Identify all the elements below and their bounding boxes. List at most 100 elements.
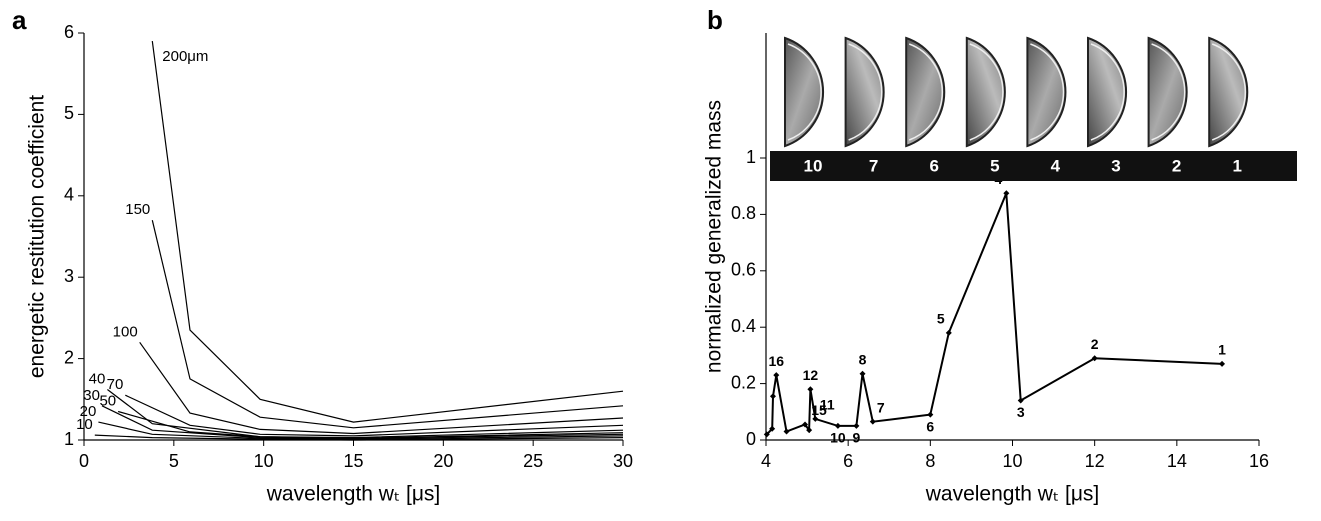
line: [139, 341, 624, 435]
marker: [769, 425, 776, 432]
mode-number: 5: [990, 156, 999, 175]
mode-shape-rim: [969, 43, 1004, 141]
y-tick-label: 0: [746, 429, 756, 449]
marker: [763, 431, 770, 438]
point-label: 7: [877, 399, 885, 415]
mode-shape-rim: [787, 43, 822, 141]
marker: [783, 428, 790, 435]
y-tick-label: 1: [746, 147, 756, 167]
line: [98, 421, 624, 440]
x-tick-label: 16: [1249, 451, 1269, 471]
y-tick-label: 0.6: [731, 260, 756, 280]
point-label: 12: [803, 367, 819, 383]
point-label: 16: [768, 353, 784, 369]
y-tick-label: 1: [64, 429, 74, 449]
mode-strip: [770, 151, 1297, 181]
mode-shape-rim: [848, 43, 883, 141]
marker: [806, 427, 813, 434]
line: [766, 192, 1223, 436]
x-tick-label: 4: [761, 451, 771, 471]
y-axis-label: energetic restitution coefficient: [26, 95, 49, 378]
marker: [1091, 355, 1098, 362]
x-tick-label: 10: [1002, 451, 1022, 471]
series-label: 10: [76, 416, 93, 433]
y-tick-label: 6: [64, 22, 74, 42]
series-label: 150: [125, 201, 150, 218]
y-tick-label: 0.8: [731, 203, 756, 223]
x-tick-label: 30: [613, 451, 633, 471]
panel-label: a: [12, 5, 27, 35]
y-tick-label: 5: [64, 103, 74, 123]
mode-number: 1: [1232, 156, 1241, 175]
mode-number: 6: [929, 156, 938, 175]
x-tick-label: 25: [523, 451, 543, 471]
marker: [945, 329, 952, 336]
series-label: 30: [83, 387, 100, 404]
mode-shape-rim: [1211, 43, 1247, 141]
point-label: 3: [1017, 404, 1025, 420]
x-tick-label: 8: [925, 451, 935, 471]
line: [107, 389, 624, 440]
marker: [802, 421, 809, 428]
point-label: 6: [926, 418, 934, 434]
line: [101, 405, 624, 440]
mode-number: 2: [1172, 156, 1181, 175]
marker: [769, 393, 776, 400]
marker: [1017, 397, 1024, 404]
line: [125, 394, 624, 437]
point-label: 9: [852, 430, 860, 446]
x-tick-label: 20: [433, 451, 453, 471]
marker: [1003, 190, 1010, 197]
point-label: 8: [859, 351, 867, 367]
x-tick-label: 12: [1085, 451, 1105, 471]
panel-label: b: [707, 5, 723, 35]
marker: [1219, 360, 1226, 367]
line: [151, 220, 624, 429]
marker: [869, 418, 876, 425]
point-label: 5: [937, 311, 945, 327]
y-axis-label: normalized generalized mass: [703, 100, 726, 373]
x-tick-label: 5: [169, 451, 179, 471]
x-tick-label: 6: [843, 451, 853, 471]
series-label: 100: [113, 323, 138, 340]
point-label: 11: [820, 397, 835, 413]
y-tick-label: 0.2: [731, 372, 756, 392]
mode-shape-rim: [1151, 43, 1186, 141]
x-tick-label: 10: [254, 451, 274, 471]
line: [117, 410, 624, 439]
mode-number: 4: [1051, 156, 1061, 175]
y-tick-label: 4: [64, 185, 74, 205]
series-label: 20: [80, 403, 97, 420]
point-label: 2: [1091, 336, 1099, 352]
marker: [853, 422, 860, 429]
point-label: 10: [830, 430, 846, 446]
x-tick-label: 0: [79, 451, 89, 471]
x-tick-label: 15: [343, 451, 363, 471]
mode-number: 3: [1111, 156, 1120, 175]
y-tick-label: 0.4: [731, 316, 756, 336]
x-axis-label: wavelength wₜ [μs]: [925, 483, 1100, 506]
marker: [773, 372, 780, 379]
x-axis-label: wavelength wₜ [μs]: [266, 483, 441, 506]
x-tick-label: 14: [1167, 451, 1187, 471]
marker: [807, 386, 814, 393]
line: [94, 434, 624, 441]
y-tick-label: 2: [64, 347, 74, 367]
series-label: 70: [107, 376, 124, 393]
series-label: 40: [89, 371, 106, 388]
mode-shape-rim: [1030, 43, 1065, 141]
marker: [834, 422, 841, 429]
mode-shape-rim: [1090, 43, 1125, 141]
series-label: 50: [99, 392, 116, 409]
series-label: 200μm: [162, 48, 208, 65]
y-tick-label: 3: [64, 266, 74, 286]
mode-shape-rim: [908, 43, 944, 141]
marker: [812, 415, 819, 422]
point-label: 15: [811, 402, 827, 418]
marker: [859, 370, 866, 377]
mode-number: 7: [869, 156, 878, 175]
point-label: 1: [1218, 342, 1226, 358]
marker: [927, 411, 934, 418]
